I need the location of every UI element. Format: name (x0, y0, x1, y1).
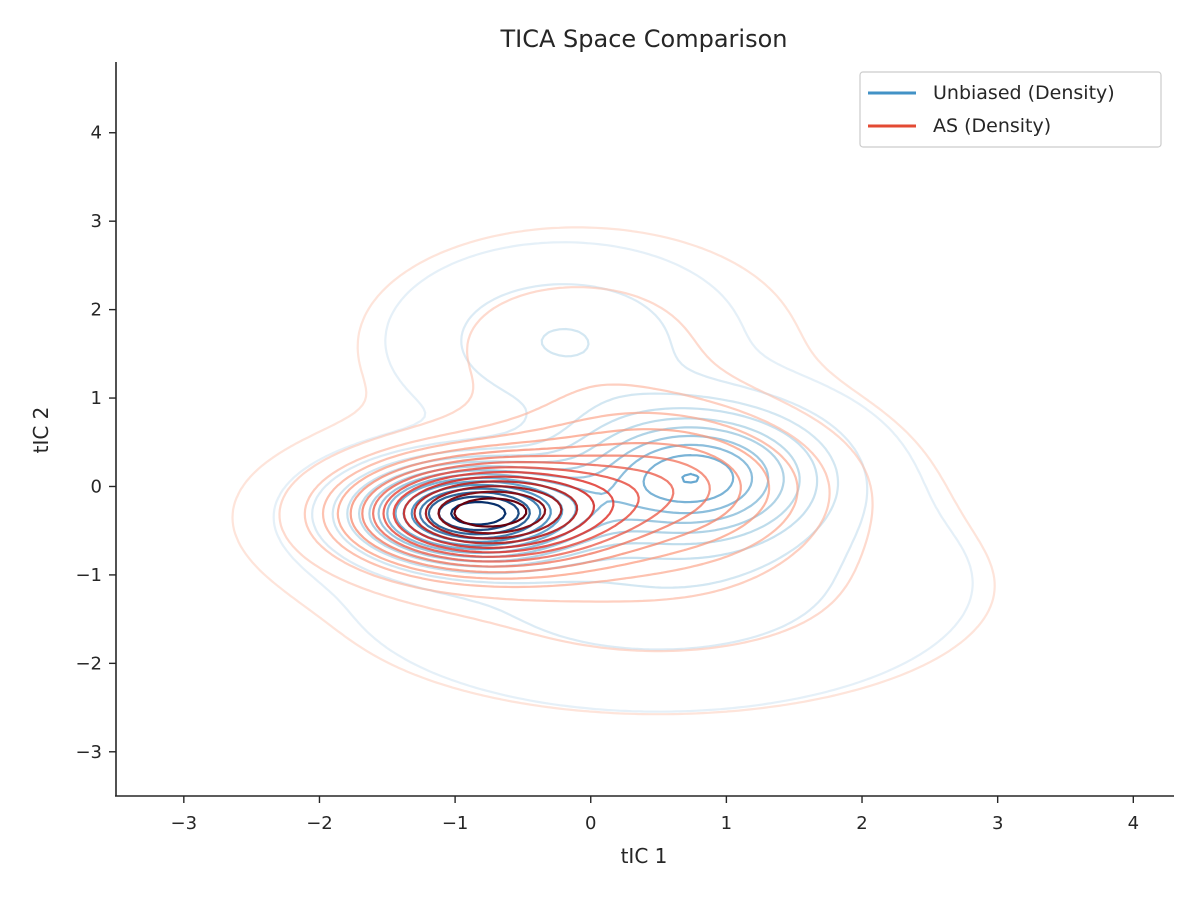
contour-level (346, 407, 819, 575)
contour-level (413, 480, 579, 545)
x-tick-label: 0 (585, 813, 596, 834)
contour-level (424, 485, 563, 540)
legend-label-as: AS (Density) (933, 115, 1051, 137)
contour-level (372, 461, 675, 563)
legend-label-unbiased: Unbiased (Density) (933, 82, 1115, 104)
chart-title: TICA Space Comparison (499, 25, 787, 53)
contour-level (311, 283, 869, 651)
contour-level (336, 428, 771, 580)
contour-level (402, 475, 596, 549)
x-tick-label: −2 (306, 813, 333, 834)
contour-level (349, 442, 742, 574)
x-ticks: −3 −2 −1 0 1 2 3 4 (171, 796, 1139, 834)
contour-level (303, 383, 831, 603)
x-tick-label: 1 (721, 813, 732, 834)
contour-level (437, 490, 547, 535)
y-tick-label: 1 (91, 388, 102, 409)
contour-level (278, 286, 874, 653)
y-tick-label: −3 (75, 742, 102, 763)
contour-level (427, 491, 531, 536)
contour-level (453, 497, 528, 528)
contour-level (361, 454, 711, 568)
contour-plot (231, 226, 996, 716)
contour-level (377, 434, 770, 559)
legend: Unbiased (Density) AS (Density) (859, 71, 1162, 148)
x-tick-label: −3 (171, 813, 198, 834)
contour-level (382, 466, 640, 558)
x-axis-label: tIC 1 (621, 844, 668, 868)
x-tick-label: 4 (1128, 813, 1139, 834)
contour-series-as (231, 226, 996, 716)
x-tick-label: −1 (442, 813, 469, 834)
contour-level (272, 241, 974, 713)
y-axis-label: tIC 2 (29, 407, 53, 454)
y-tick-label: −1 (75, 565, 102, 586)
x-tick-label: 2 (856, 813, 867, 834)
y-tick-label: 0 (91, 476, 102, 497)
legend-frame (859, 71, 1162, 148)
y-ticks: −3 −2 −1 0 1 2 3 4 (75, 123, 116, 763)
y-tick-label: 2 (91, 300, 102, 321)
contour-level (386, 443, 754, 554)
x-tick-label: 3 (992, 813, 1003, 834)
y-tick-label: 3 (91, 211, 102, 232)
y-tick-label: −2 (75, 653, 102, 674)
contour-level (392, 470, 615, 554)
contour-level (231, 226, 996, 716)
y-tick-label: 4 (91, 123, 102, 144)
contour-level (321, 411, 799, 589)
